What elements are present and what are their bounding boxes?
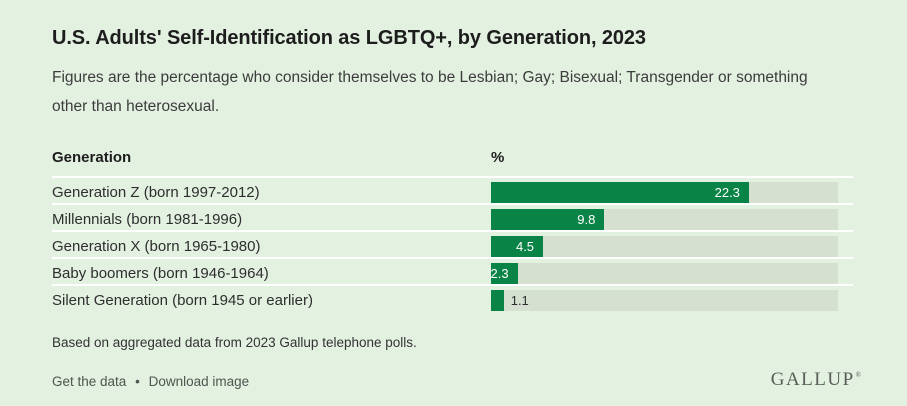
bar-value-label: 22.3	[714, 185, 740, 200]
row-label: Baby boomers (born 1946-1964)	[52, 265, 269, 282]
chart-subtitle: Figures are the percentage who consider …	[52, 63, 853, 121]
bar-track: 22.3	[491, 182, 838, 203]
bar-value-label: 9.8	[577, 212, 596, 227]
bar: 22.3	[491, 182, 749, 203]
bar-value-label: 4.5	[515, 239, 535, 254]
bar-cell: 2.3	[491, 263, 838, 284]
row-label: Generation X (born 1965-1980)	[52, 238, 261, 255]
bar	[491, 290, 504, 311]
gallup-logo: GALLUP®	[771, 366, 861, 389]
chart-subtitle-line1: Figures are the percentage who consider …	[52, 69, 808, 86]
bar-track: 4.5	[491, 236, 838, 257]
bar-track: 2.3	[491, 263, 838, 284]
bar-cell: 22.3	[491, 182, 838, 203]
get-the-data-link[interactable]: Get the data	[52, 374, 127, 389]
percent-column-header: %	[491, 149, 505, 166]
generation-column-header: Generation	[52, 149, 132, 166]
table-row: Generation Z (born 1997-2012) 22.3	[52, 176, 853, 203]
table-row: Baby boomers (born 1946-1964) 2.3	[52, 257, 853, 284]
row-label: Generation Z (born 1997-2012)	[52, 184, 260, 201]
table-header: Generation %	[52, 149, 853, 176]
bar-chart-rows: Generation Z (born 1997-2012) 22.3 Millenn…	[52, 176, 853, 311]
bar-track: 1.1	[491, 290, 838, 311]
row-label: Silent Generation (born 1945 or earlier)	[52, 292, 313, 309]
bar-cell: 1.1	[491, 290, 838, 311]
bar: 4.5	[491, 236, 544, 257]
footer-links: Get the data • Download image	[52, 374, 249, 389]
links-separator: •	[135, 374, 140, 389]
bar: 9.8	[491, 209, 605, 230]
table-row: Generation X (born 1965-1980) 4.5	[52, 230, 853, 257]
gallup-wordmark: GALLUP	[770, 369, 855, 390]
source-note: Based on aggregated data from 2023 Gallu…	[52, 335, 417, 350]
table-row: Silent Generation (born 1945 or earlier)…	[52, 284, 853, 311]
table-row: Millennials (born 1981-1996) 9.8	[52, 203, 853, 230]
registered-trademark-mark: ®	[855, 371, 861, 379]
bar-cell: 9.8	[491, 209, 838, 230]
footer-bar: Get the data • Download image GALLUP®	[52, 366, 861, 389]
bar-track: 9.8	[491, 209, 838, 230]
bar-value-label: 2.3	[490, 266, 509, 281]
download-image-link[interactable]: Download image	[148, 374, 250, 389]
row-label: Millennials (born 1981-1996)	[52, 211, 243, 228]
chart-title: U.S. Adults' Self-Identification as LGBT…	[52, 27, 646, 49]
bar-value-label: 1.1	[510, 293, 529, 308]
bar-cell: 4.5	[491, 236, 838, 257]
chart-subtitle-line2: other than heterosexual.	[52, 98, 220, 115]
bar: 2.3	[491, 263, 518, 284]
